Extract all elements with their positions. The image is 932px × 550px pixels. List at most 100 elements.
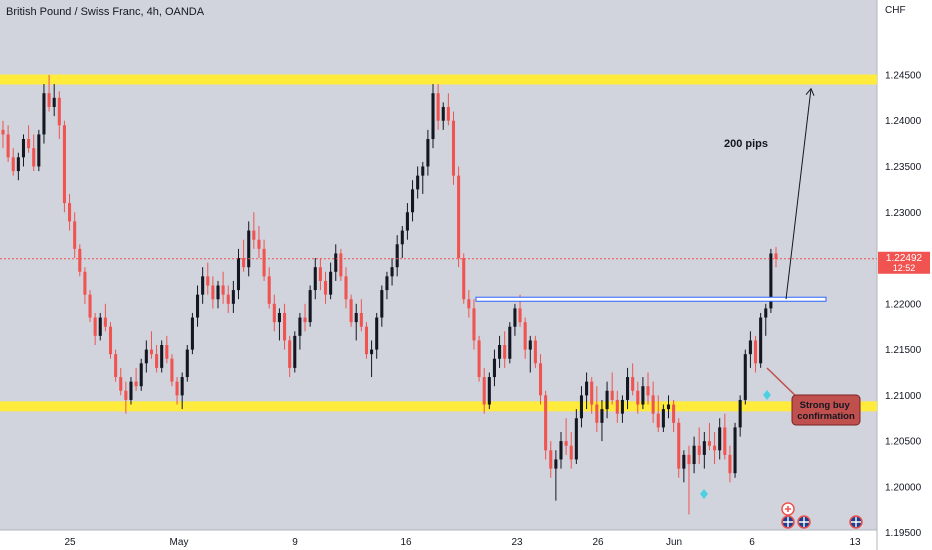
candle (242, 239, 246, 272)
candle (641, 377, 645, 410)
candle (498, 335, 502, 368)
candle (98, 312, 102, 341)
candle (753, 335, 758, 373)
candle (764, 303, 768, 336)
price-tick-label: 1.22000 (885, 299, 922, 310)
candle (631, 363, 635, 396)
candle (390, 258, 394, 286)
candle (692, 436, 696, 474)
candle (528, 335, 532, 373)
candle (707, 422, 711, 451)
price-tick-label: 1.23000 (885, 208, 922, 219)
candle (139, 358, 143, 391)
candle (395, 235, 399, 277)
candle (482, 367, 486, 414)
candle (231, 280, 235, 313)
symbol-title[interactable]: British Pound / Swiss Franc, 4h, OANDA (6, 6, 205, 18)
candle (298, 312, 302, 350)
price-tick-label: 1.20000 (885, 482, 922, 493)
callout-pointer (766, 367, 801, 401)
candle (11, 148, 15, 176)
candle (687, 445, 691, 515)
flag-icon[interactable] (797, 515, 811, 529)
time-tick-label: Jun (666, 537, 682, 548)
candle (462, 253, 466, 304)
callout-box[interactable] (791, 394, 861, 426)
candle (293, 331, 297, 373)
price-tick-label: 1.19500 (885, 528, 922, 539)
flag-icon[interactable] (849, 515, 863, 529)
candle (47, 74, 51, 112)
candle (83, 267, 87, 304)
candle (467, 290, 471, 318)
candle (400, 225, 404, 259)
candle (236, 248, 241, 300)
svg-text:12:52: 12:52 (893, 263, 916, 273)
support-zone[interactable] (0, 401, 877, 412)
candle (503, 331, 507, 368)
time-tick-label: 23 (511, 537, 523, 548)
time-tick-label: 26 (592, 537, 604, 548)
event-icon[interactable] (781, 502, 795, 516)
candle (62, 120, 66, 213)
diamond-marker-icon (763, 390, 771, 400)
candle (416, 166, 420, 199)
price-tick-label: 1.21500 (885, 345, 922, 356)
candle (252, 212, 256, 249)
candle (666, 395, 671, 419)
candle (155, 345, 159, 373)
candle (216, 280, 220, 309)
candle (334, 244, 338, 281)
candle (21, 134, 26, 167)
candle (134, 367, 138, 391)
price-tick-label: 1.24000 (885, 116, 922, 127)
candle (354, 303, 358, 341)
candle (451, 111, 456, 185)
flag-icon[interactable] (781, 515, 795, 529)
candle (329, 262, 333, 300)
candle (339, 248, 343, 281)
candle (426, 129, 430, 176)
price-axis-background (877, 0, 932, 550)
candle (1, 120, 5, 149)
candle (728, 445, 732, 483)
candle (149, 331, 153, 359)
candle (37, 129, 41, 172)
candle (349, 294, 353, 327)
candle (554, 450, 558, 501)
candle (441, 102, 445, 130)
currency-label: CHF (885, 5, 906, 16)
candle (605, 381, 609, 419)
resistance-zone[interactable] (0, 74, 877, 85)
time-axis-ticks[interactable]: 25 May 9 16 23 26 Jun 6 13 (64, 537, 861, 548)
candle (180, 372, 184, 410)
price-tick-label: 1.24500 (885, 70, 922, 81)
candle (431, 84, 435, 149)
candle (472, 299, 476, 350)
candle (774, 247, 778, 268)
candle (538, 354, 543, 405)
candle (211, 276, 215, 309)
candle (600, 399, 604, 442)
pips-label[interactable]: 200 pips (724, 138, 768, 150)
candle (57, 91, 61, 140)
candle (385, 271, 389, 300)
candle (68, 193, 72, 231)
candle (93, 312, 97, 346)
candle (544, 390, 548, 460)
price-tick-label: 1.20500 (885, 437, 922, 448)
last-price-tag: 1.22492 12:52 (878, 251, 930, 274)
target-arrow[interactable] (785, 88, 812, 300)
candle (487, 372, 491, 410)
candle (201, 267, 205, 304)
candles-layer (1, 74, 778, 515)
candle (748, 331, 752, 368)
candle (88, 290, 92, 323)
candle (595, 386, 599, 432)
breakout-level-box[interactable] (475, 296, 827, 302)
candle (73, 212, 77, 259)
candle (492, 349, 496, 387)
candle (108, 322, 113, 359)
candle (677, 418, 681, 478)
